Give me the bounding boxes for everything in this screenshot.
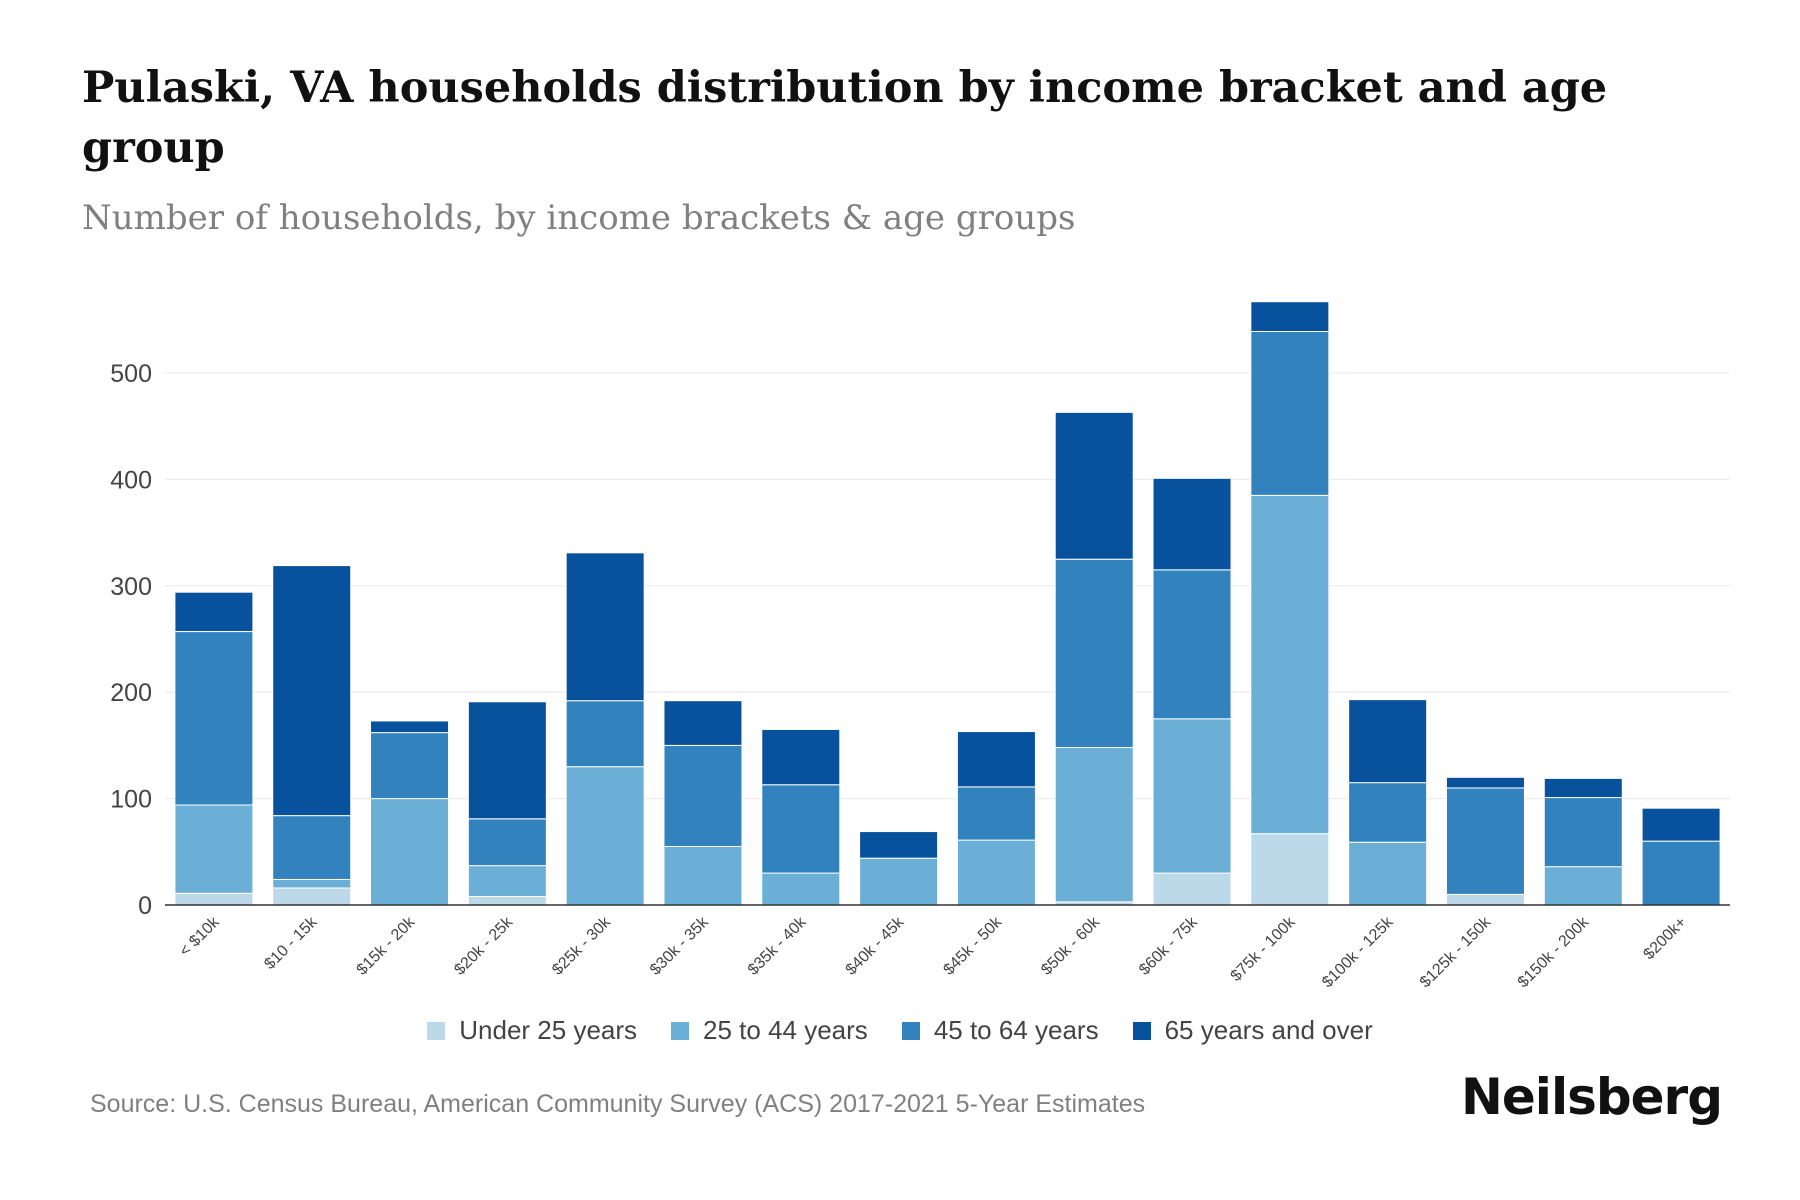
bar-segment-25-to-44 bbox=[1250, 494, 1330, 835]
chart-subtitle: Number of households, by income brackets… bbox=[82, 198, 1076, 238]
bar-segment-25-to-44 bbox=[761, 872, 841, 906]
bar-segment-45-to-64 bbox=[1250, 331, 1330, 496]
bar-segment-25-to-44 bbox=[174, 804, 254, 894]
bar-segment-65-plus bbox=[1250, 301, 1330, 333]
y-tick-label: 500 bbox=[110, 360, 152, 388]
bar-segment-45-to-64 bbox=[1445, 787, 1525, 895]
x-tick-label: $10 - 15k bbox=[261, 913, 321, 973]
legend-label-25-to-44: 25 to 44 years bbox=[703, 1015, 868, 1045]
bar-segment-under-25 bbox=[467, 895, 547, 906]
bar-segment-under-25 bbox=[174, 892, 254, 906]
x-tick-label: $125k - 150k bbox=[1417, 913, 1495, 991]
legend-swatch-under-25 bbox=[427, 1021, 446, 1040]
x-tick-label: $20k - 25k bbox=[451, 913, 517, 979]
bar-segment-25-to-44 bbox=[1348, 841, 1428, 906]
bar-segment-under-25 bbox=[272, 887, 352, 906]
y-tick-label: 100 bbox=[110, 786, 152, 814]
bar-segment-65-plus bbox=[370, 720, 450, 734]
legend: Under 25 years 25 to 44 years 45 to 64 y… bbox=[0, 1015, 1800, 1046]
x-tick-label: $15k - 20k bbox=[354, 913, 420, 979]
x-tick-label: $50k - 60k bbox=[1038, 913, 1104, 979]
bar-segment-65-plus bbox=[1641, 807, 1721, 842]
bar-segment-45-to-64 bbox=[1543, 797, 1623, 868]
legend-label-65-plus: 65 years and over bbox=[1164, 1015, 1373, 1045]
bar-segment-65-plus bbox=[1054, 411, 1134, 560]
legend-swatch-45-to-64 bbox=[901, 1021, 920, 1040]
bar-segment-25-to-44 bbox=[272, 878, 352, 889]
legend-item-45-to-64: 45 to 64 years bbox=[901, 1015, 1099, 1046]
bar-segment-25-to-44 bbox=[663, 845, 743, 906]
bar-segment-45-to-64 bbox=[663, 744, 743, 847]
stacked-bar-chart: 0 100 200 300 400 500 < $10k $10 - 15k $15k - 20… bbox=[110, 301, 1730, 991]
y-tick-label: 300 bbox=[110, 573, 152, 601]
bar-segment-45-to-64 bbox=[272, 815, 352, 880]
chart-title: Pulaski, VA households distribution by i… bbox=[82, 63, 1608, 173]
bar-segment-25-to-44 bbox=[1152, 718, 1232, 874]
x-tick-label: $35k - 40k bbox=[745, 913, 811, 979]
bar-segment-65-plus bbox=[761, 728, 841, 786]
bar-segment-45-to-64 bbox=[565, 700, 645, 768]
brand-logo: Neilsberg bbox=[1461, 1068, 1723, 1126]
bar-segment-65-plus bbox=[1543, 777, 1623, 799]
legend-swatch-65-plus bbox=[1132, 1021, 1151, 1040]
bar-segment-45-to-64 bbox=[1348, 782, 1428, 843]
legend-item-25-to-44: 25 to 44 years bbox=[671, 1015, 868, 1046]
x-tick-label: $75k - 100k bbox=[1228, 913, 1300, 985]
bar-segment-65-plus bbox=[663, 700, 743, 746]
bar-segment-25-to-44 bbox=[859, 857, 939, 906]
legend-swatch-25-to-44 bbox=[671, 1021, 690, 1040]
x-tick-label: $45k - 50k bbox=[940, 913, 1006, 979]
bar-segment-45-to-64 bbox=[174, 631, 254, 806]
bar-segment-45-to-64 bbox=[1152, 569, 1232, 720]
x-tick-label: < $10k bbox=[176, 913, 223, 960]
legend-label-45-to-64: 45 to 64 years bbox=[933, 1015, 1099, 1045]
bar-segment-65-plus bbox=[956, 731, 1036, 788]
legend-item-under-25: Under 25 years bbox=[427, 1015, 637, 1046]
bar-segment-45-to-64 bbox=[1641, 840, 1721, 906]
y-tick-label: 0 bbox=[138, 892, 152, 920]
bar-segment-45-to-64 bbox=[956, 786, 1036, 841]
bar-segment-65-plus bbox=[174, 591, 254, 633]
bar-segment-65-plus bbox=[1152, 477, 1232, 571]
legend-label-under-25: Under 25 years bbox=[459, 1015, 638, 1045]
bar-segment-45-to-64 bbox=[370, 732, 450, 800]
bar-segment-65-plus bbox=[467, 701, 547, 820]
bar-segment-65-plus bbox=[565, 552, 645, 702]
bar-segment-45-to-64 bbox=[1054, 558, 1134, 749]
bar-segment-25-to-44 bbox=[370, 798, 450, 906]
x-tick-label: $100k - 125k bbox=[1319, 913, 1397, 991]
bar-segment-65-plus bbox=[1348, 699, 1428, 784]
x-tick-label: $200k+ bbox=[1640, 914, 1689, 963]
bar-segment-25-to-44 bbox=[565, 766, 645, 906]
bar-segment-25-to-44 bbox=[1543, 866, 1623, 906]
bar-segment-25-to-44 bbox=[467, 865, 547, 897]
x-tick-label: $25k - 30k bbox=[549, 913, 615, 979]
x-tick-label: $40k - 45k bbox=[843, 913, 909, 979]
x-tick-label: $150k - 200k bbox=[1515, 913, 1593, 991]
y-tick-label: 400 bbox=[110, 466, 152, 494]
bar-segment-45-to-64 bbox=[761, 784, 841, 874]
bar-segment-45-to-64 bbox=[467, 818, 547, 867]
y-tick-label: 200 bbox=[110, 679, 152, 707]
bar-segment-65-plus bbox=[272, 565, 352, 817]
legend-item-65-plus: 65 years and over bbox=[1132, 1015, 1373, 1046]
bar-segment-under-25 bbox=[1445, 893, 1525, 906]
bar-segment-65-plus bbox=[859, 831, 939, 859]
bar-segment-under-25 bbox=[1250, 833, 1330, 906]
bar-segment-25-to-44 bbox=[956, 839, 1036, 906]
x-tick-label: $30k - 35k bbox=[647, 913, 713, 979]
source-note: Source: U.S. Census Bureau, American Com… bbox=[90, 1090, 1146, 1118]
bar-segment-65-plus bbox=[1445, 776, 1525, 789]
bar-segment-under-25 bbox=[1152, 872, 1232, 906]
x-tick-label: $60k - 75k bbox=[1136, 913, 1202, 979]
bar-segment-25-to-44 bbox=[1054, 747, 1134, 903]
